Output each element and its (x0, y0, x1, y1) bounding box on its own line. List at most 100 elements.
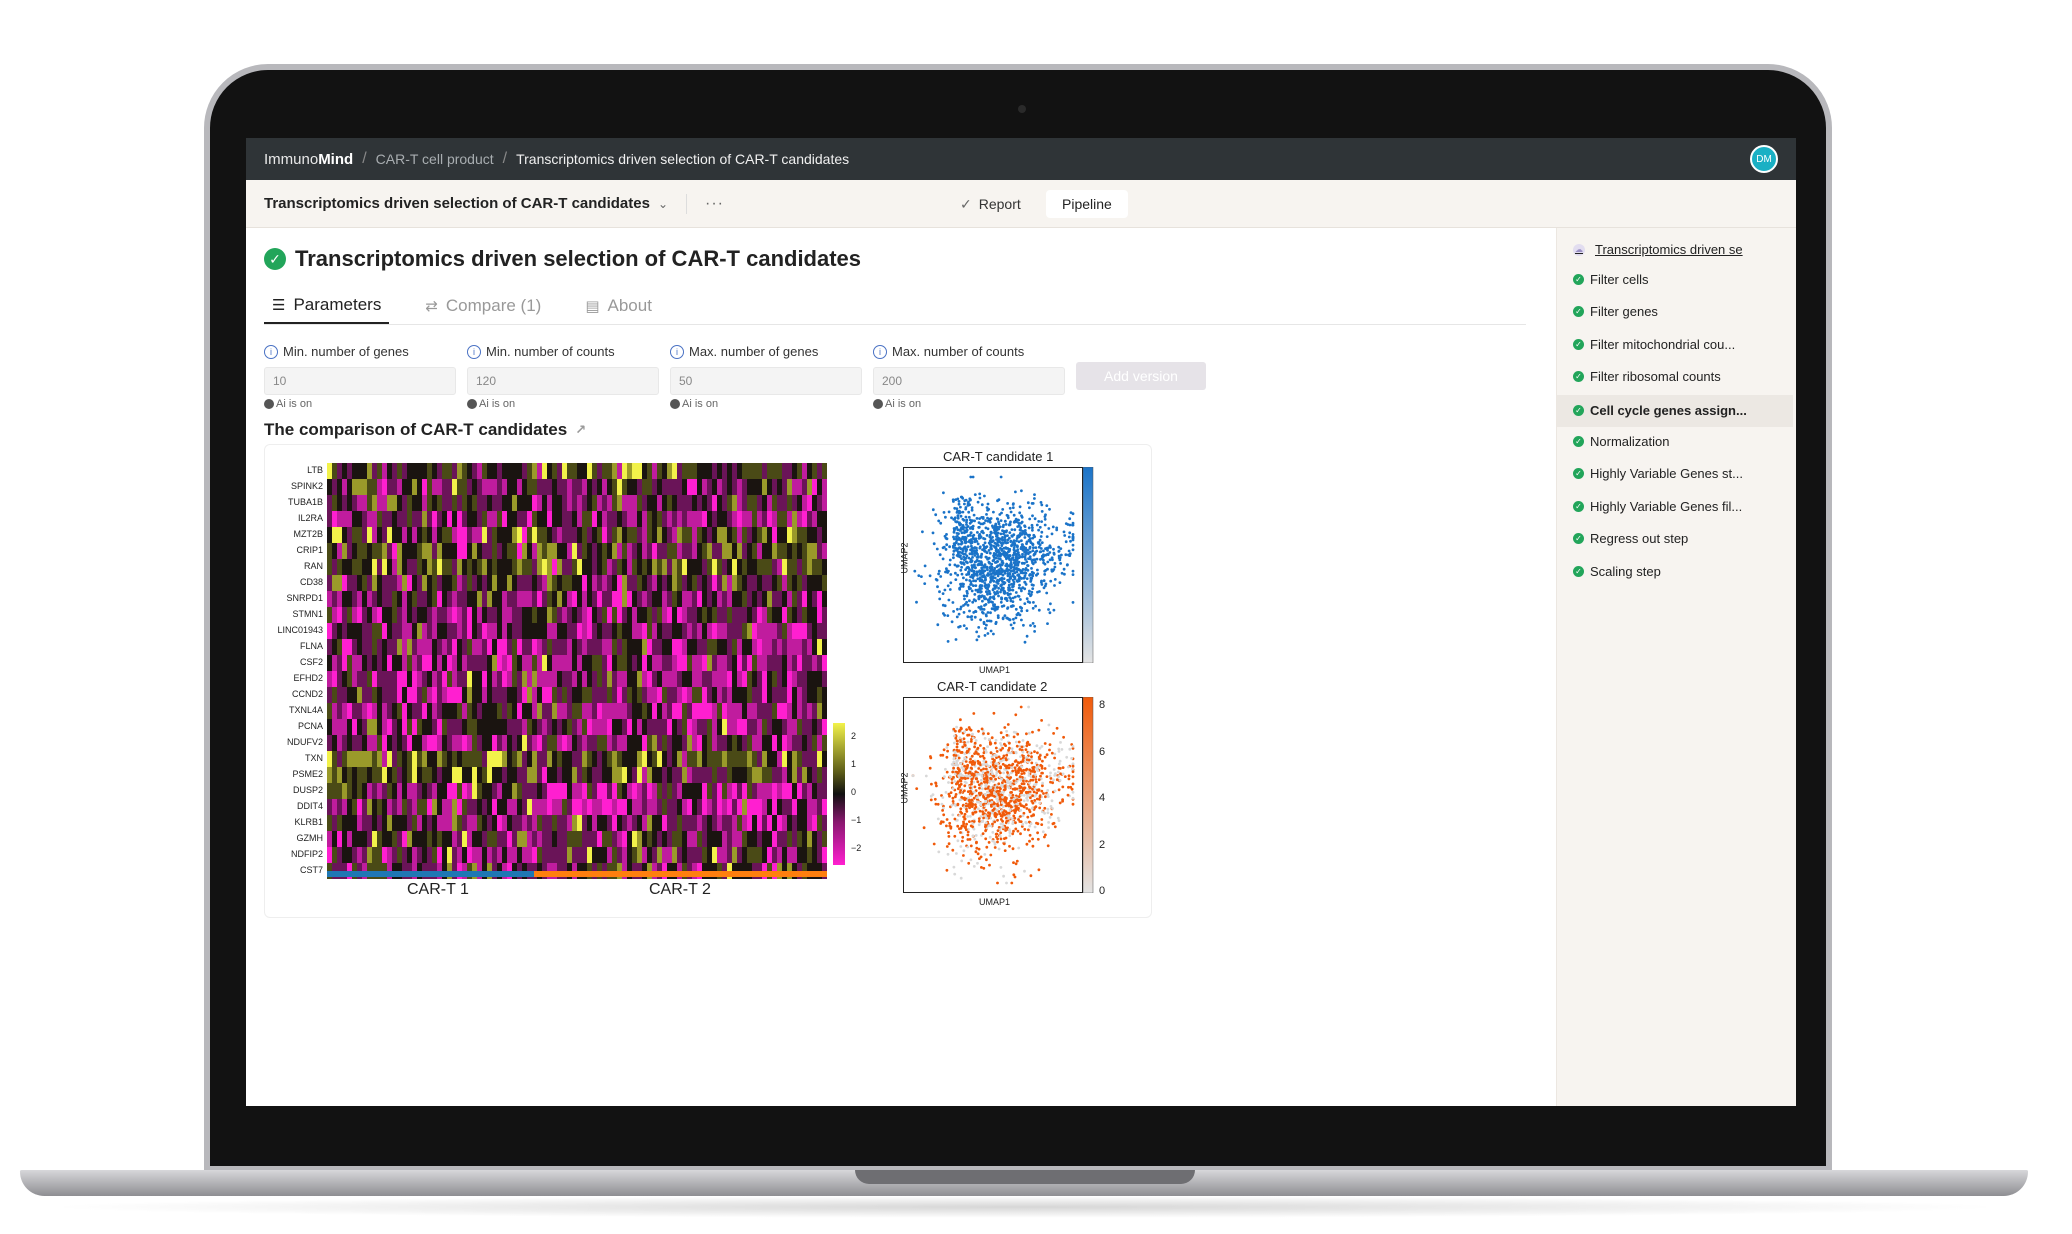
breadcrumb-project[interactable]: CAR-T cell product (375, 151, 494, 167)
heatmap-cell (822, 559, 827, 576)
external-link-icon[interactable]: ↗ (575, 422, 587, 437)
umap-point (997, 755, 1001, 759)
heatmap-cell (492, 719, 498, 736)
heatmap-cell (587, 607, 593, 624)
heatmap-cell (387, 479, 393, 496)
heatmap-cell (412, 799, 418, 816)
info-icon[interactable]: i (467, 344, 481, 359)
heatmap-cell (707, 783, 713, 800)
max-counts-input[interactable]: 200 (873, 367, 1065, 395)
umap-point (948, 821, 952, 825)
heatmap-cell (552, 511, 558, 528)
ai-toggle[interactable]: Ai is on (264, 398, 456, 410)
umap-point (999, 588, 1003, 592)
umap-point (999, 564, 1002, 567)
heatmap-cell (482, 767, 488, 784)
heatmap-cell (702, 559, 708, 576)
umap-point (1024, 568, 1027, 572)
heatmap-cell (332, 511, 338, 528)
heatmap-cell (547, 511, 553, 528)
heatmap-cell (542, 735, 548, 752)
heatmap-cell (617, 751, 623, 768)
heatmap-cell (737, 591, 743, 608)
tab-pipeline[interactable]: Pipeline (1046, 190, 1128, 218)
heatmap-cell (472, 607, 478, 624)
heatmap-cell (512, 799, 518, 816)
umap-point (991, 600, 994, 604)
heatmap-cell (702, 527, 708, 544)
umap-point (965, 578, 968, 582)
info-icon[interactable]: i (264, 344, 278, 359)
avatar[interactable]: DM (1750, 145, 1778, 173)
heatmap-cell (677, 591, 683, 608)
heatmap-cell (717, 495, 723, 512)
heatmap-cell (612, 607, 618, 624)
umap-point (990, 736, 994, 740)
umap-point (976, 852, 980, 856)
tab-about[interactable]: ▤ About (577, 288, 660, 324)
max-genes-input[interactable]: 50 (670, 367, 862, 395)
heatmap-cell (717, 607, 723, 624)
heatmap-row (327, 751, 827, 768)
brand-logo[interactable]: ImmunoMind (264, 151, 353, 168)
umap-point (928, 766, 932, 770)
min-counts-input[interactable]: 120 (467, 367, 659, 395)
heatmap-cell (397, 479, 403, 496)
heatmap-cell (747, 607, 753, 624)
heatmap-cell (417, 799, 423, 816)
heatmap-cell (617, 831, 623, 848)
heatmap-cell (597, 687, 603, 704)
more-menu-button[interactable]: ··· (705, 194, 724, 212)
heatmap-cell (697, 527, 703, 544)
heatmap-cell (587, 527, 593, 544)
info-icon[interactable]: i (670, 344, 684, 359)
heatmap-cell (547, 607, 553, 624)
umap-point (949, 791, 953, 794)
ai-toggle[interactable]: Ai is on (873, 398, 1065, 410)
umap-point (1031, 787, 1034, 791)
umap-point (1008, 531, 1012, 534)
gene-label: KLRB1 (294, 817, 323, 827)
tab-compare[interactable]: ⇄ Compare (1) (417, 288, 549, 324)
umap-point (976, 590, 980, 594)
umap-point (934, 513, 938, 517)
heatmap-cell (492, 495, 498, 512)
umap-point (1015, 859, 1019, 863)
pipeline-title[interactable]: Transcriptomics driven selection of CAR-… (264, 195, 650, 212)
heatmap-cell (672, 831, 678, 848)
ai-toggle[interactable]: Ai is on (670, 398, 862, 410)
heatmap-cell (377, 639, 383, 656)
tab-parameters-label: Parameters (293, 295, 382, 314)
heatmap-cell (342, 559, 348, 576)
umap-point (939, 753, 943, 757)
chevron-down-icon[interactable]: ⌄ (657, 196, 668, 211)
heatmap-cell (602, 559, 608, 576)
heatmap-cell (802, 655, 808, 672)
heatmap-cell (432, 687, 438, 704)
heatmap-cell (707, 511, 713, 528)
add-version-button[interactable]: Add version (1076, 362, 1206, 390)
breadcrumb-current[interactable]: Transcriptomics driven selection of CAR-… (516, 151, 850, 167)
min-genes-input[interactable]: 10 (264, 367, 456, 395)
heatmap-cell (787, 767, 793, 784)
heatmap-cell (447, 831, 453, 848)
heatmap-cell (642, 831, 648, 848)
heatmap-cell (397, 719, 403, 736)
heatmap-cell (387, 607, 393, 624)
heatmap-cell (552, 799, 558, 816)
heatmap-cell (342, 495, 348, 512)
toggle-knob (467, 399, 477, 409)
heatmap-cell (597, 479, 603, 496)
tab-report[interactable]: ✓ Report (950, 190, 1031, 218)
heatmap-row (327, 815, 827, 832)
heatmap-cell (477, 591, 483, 608)
tab-parameters[interactable]: ☰ Parameters (264, 288, 390, 324)
heatmap-cell (552, 687, 558, 704)
heatmap-cell (587, 559, 593, 576)
info-icon[interactable]: i (873, 344, 887, 359)
heatmap-cell (767, 495, 773, 512)
umap-point (1004, 829, 1007, 832)
ai-toggle[interactable]: Ai is on (467, 398, 659, 410)
heatmap-cell (807, 543, 813, 560)
heatmap-cell (447, 687, 453, 704)
